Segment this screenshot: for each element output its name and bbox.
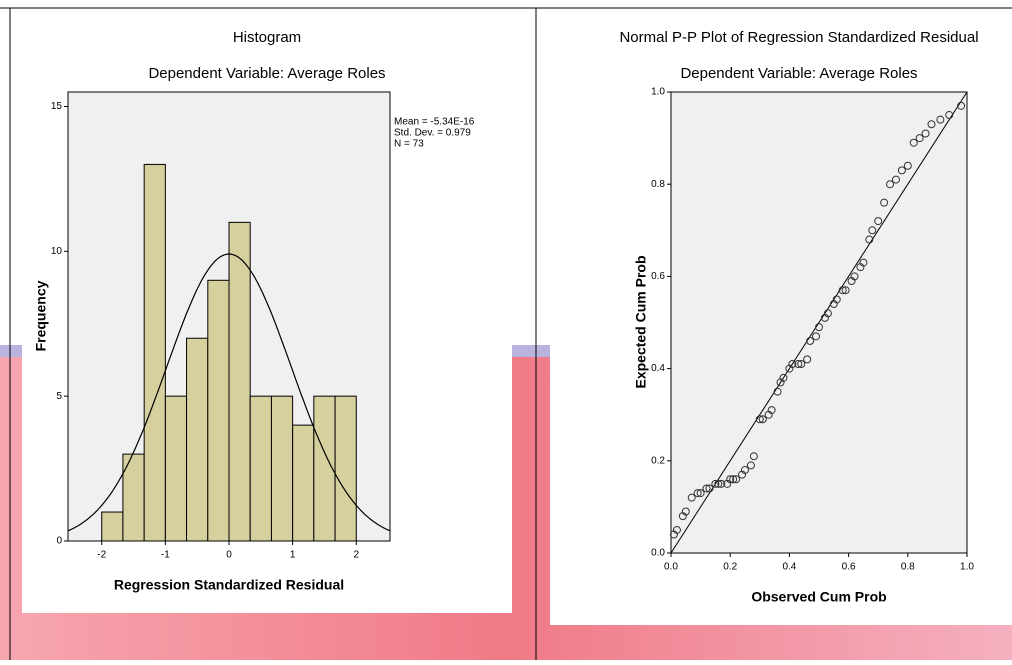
- point: [779, 373, 788, 382]
- chart-subtitle: Dependent Variable: Average Roles: [148, 65, 385, 82]
- point: [732, 475, 741, 484]
- y-tick-label: 0.2: [651, 455, 665, 466]
- point: [681, 507, 690, 516]
- y-tick-label: 0.6: [651, 271, 665, 282]
- point: [903, 161, 912, 170]
- bar: [292, 424, 315, 542]
- x-tick-label: -2: [97, 550, 106, 561]
- point: [909, 138, 918, 147]
- y-tick-label: 1.0: [651, 87, 665, 98]
- point: [841, 286, 850, 295]
- point: [868, 226, 877, 235]
- point: [711, 479, 720, 488]
- point: [714, 479, 723, 488]
- point: [687, 493, 696, 502]
- point: [729, 475, 738, 484]
- x-tick-label: 0.8: [901, 562, 915, 573]
- bar: [334, 395, 357, 542]
- point: [773, 387, 782, 396]
- point: [865, 235, 874, 244]
- x-tick-label: 0.0: [664, 562, 678, 573]
- point: [815, 323, 823, 332]
- point: [936, 115, 945, 124]
- x-tick-label: 0.2: [723, 562, 737, 573]
- x-tick-label: 1: [290, 550, 296, 561]
- point: [705, 484, 714, 493]
- chart-title: Histogram: [233, 29, 301, 46]
- point: [812, 332, 821, 341]
- point: [874, 217, 883, 226]
- point: [915, 134, 924, 143]
- point: [838, 286, 847, 295]
- point: [927, 120, 936, 129]
- point: [755, 415, 764, 424]
- point: [749, 452, 758, 461]
- bar: [186, 337, 209, 542]
- point: [794, 359, 803, 368]
- chart-subtitle: Dependent Variable: Average Roles: [680, 65, 917, 82]
- point: [797, 359, 806, 368]
- y-tick-label: 0.0: [651, 548, 665, 559]
- bar: [270, 395, 294, 542]
- point: [859, 258, 868, 267]
- point: [806, 336, 815, 345]
- point: [886, 180, 895, 189]
- normal-curve: [67, 253, 391, 532]
- bar: [143, 163, 166, 542]
- bar: [164, 395, 188, 542]
- point: [788, 359, 797, 368]
- bar: [249, 395, 272, 542]
- x-tick-label: 2: [353, 550, 359, 561]
- stat-label: Mean = -5.34E-16: [394, 117, 475, 128]
- x-tick-label: 0.6: [842, 562, 856, 573]
- y-axis-label: Expected Cum Prob: [633, 255, 649, 388]
- x-axis-label: Observed Cum Prob: [751, 589, 886, 605]
- y-axis-label: Frequency: [33, 280, 49, 351]
- point: [823, 309, 832, 318]
- point: [758, 415, 767, 424]
- x-tick-label: -1: [161, 550, 170, 561]
- point: [957, 101, 966, 110]
- bar: [207, 279, 230, 542]
- chart-title: Normal P-P Plot of Regression Standardiz…: [619, 29, 978, 46]
- x-axis-label: Regression Standardized Residual: [114, 577, 344, 593]
- point: [726, 475, 735, 484]
- point: [746, 461, 755, 470]
- y-tick-label: 0: [56, 536, 62, 547]
- y-tick-label: 0.8: [651, 179, 665, 190]
- point: [702, 484, 711, 493]
- y-tick-label: 0.4: [651, 363, 665, 374]
- y-tick-label: 15: [51, 101, 63, 112]
- stat-label: N = 73: [394, 139, 424, 150]
- point: [672, 525, 681, 534]
- point: [880, 198, 889, 207]
- point: [897, 166, 906, 175]
- x-tick-label: 1.0: [960, 562, 974, 573]
- stat-label: Std. Dev. = 0.979: [394, 128, 471, 139]
- point: [832, 295, 841, 304]
- point: [696, 489, 705, 498]
- point: [803, 355, 812, 364]
- y-tick-label: 5: [56, 391, 62, 402]
- point: [921, 129, 930, 138]
- point: [850, 272, 859, 281]
- x-tick-label: 0.4: [782, 562, 796, 573]
- point: [741, 466, 749, 475]
- point: [767, 406, 776, 415]
- x-tick-label: 0: [226, 550, 232, 561]
- reference-line: [670, 91, 968, 554]
- bar: [101, 511, 124, 542]
- point: [717, 479, 726, 488]
- bar: [228, 221, 251, 542]
- y-tick-label: 10: [51, 246, 63, 257]
- point: [891, 175, 900, 184]
- point: [693, 489, 702, 498]
- point: [945, 111, 954, 120]
